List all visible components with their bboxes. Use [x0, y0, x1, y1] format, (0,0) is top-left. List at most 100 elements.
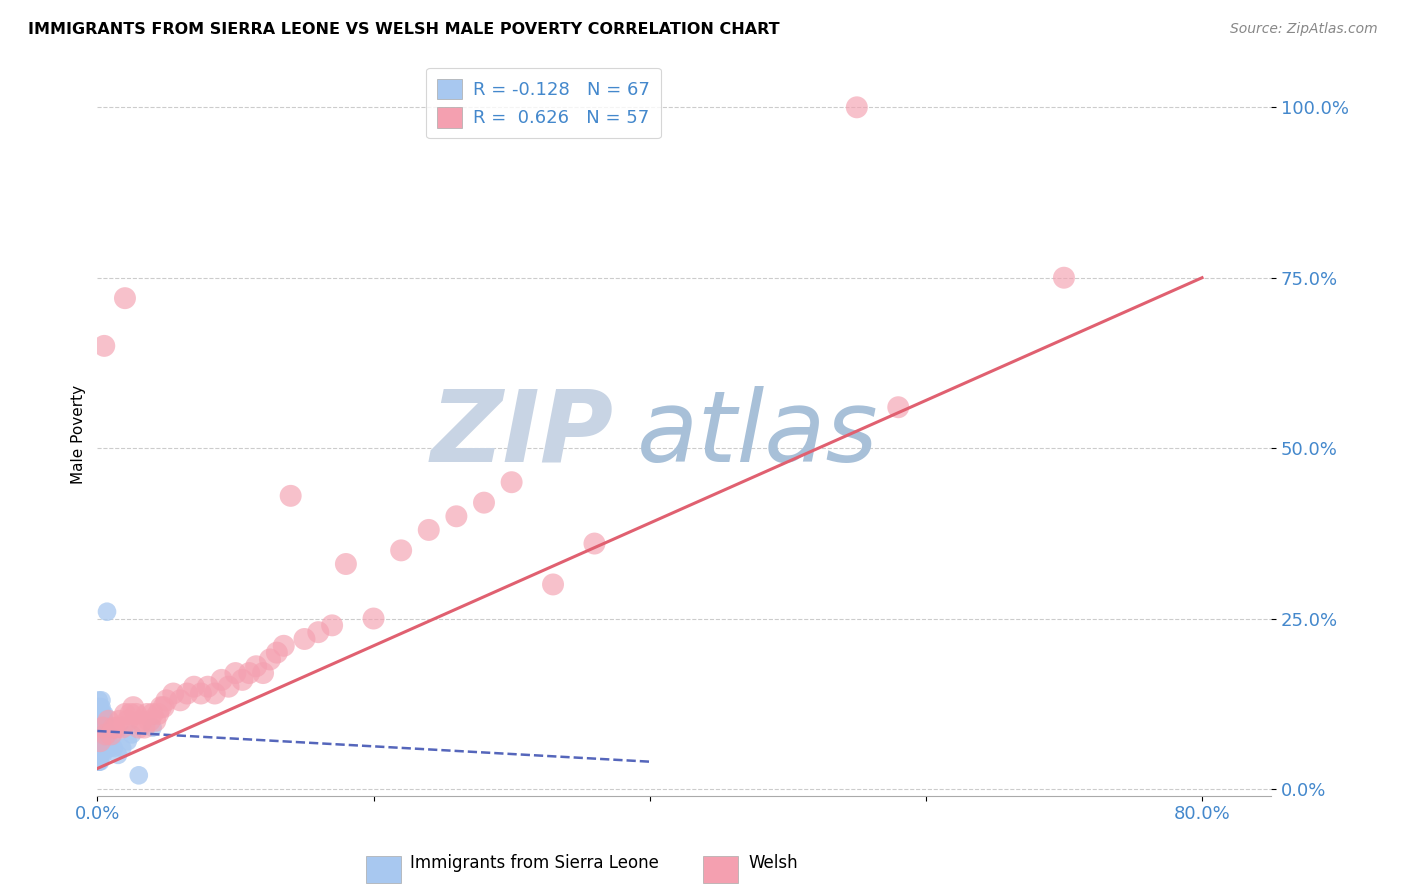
Point [87, 741, 110, 756]
Point [89, 747, 111, 762]
Point [90, 721, 112, 735]
Point [541, 577, 564, 591]
Point [93, 706, 115, 721]
Point [501, 475, 523, 490]
Point [89, 721, 111, 735]
Point [90, 741, 112, 756]
Point [111, 721, 134, 735]
Point [91, 714, 114, 728]
Point [280, 489, 302, 503]
Text: ZIP: ZIP [430, 386, 614, 483]
Legend: R = -0.128   N = 67, R =  0.626   N = 57: R = -0.128 N = 67, R = 0.626 N = 57 [426, 68, 661, 138]
Point [87, 741, 110, 756]
Point [89, 734, 111, 748]
Point [231, 673, 253, 687]
Point [87, 741, 110, 756]
Point [131, 714, 153, 728]
Point [91, 734, 114, 748]
Point [91, 721, 114, 735]
Point [87, 700, 110, 714]
Point [94, 741, 117, 756]
Point [117, 714, 139, 728]
Point [389, 543, 412, 558]
Point [418, 523, 440, 537]
Point [139, 714, 162, 728]
Point [87, 706, 110, 721]
Text: Immigrants from Sierra Leone: Immigrants from Sierra Leone [409, 855, 659, 872]
Point [152, 700, 174, 714]
Point [90, 734, 112, 748]
Point [176, 686, 198, 700]
Point [87, 755, 110, 769]
Point [321, 618, 343, 632]
Point [583, 536, 606, 550]
Point [169, 693, 191, 707]
Point [94, 727, 117, 741]
Point [91, 721, 114, 735]
Point [136, 706, 159, 721]
Point [90, 700, 112, 714]
Point [125, 706, 148, 721]
Point [94, 734, 117, 748]
Point [294, 632, 316, 646]
Point [887, 401, 910, 415]
Point [120, 706, 142, 721]
Text: Welsh: Welsh [748, 855, 799, 872]
Point [197, 680, 219, 694]
Point [142, 706, 165, 721]
Point [107, 747, 129, 762]
Point [87, 714, 110, 728]
Point [142, 721, 165, 735]
Point [87, 727, 110, 741]
Point [90, 747, 112, 762]
Point [89, 700, 111, 714]
Point [111, 741, 134, 756]
Point [845, 100, 868, 114]
Point [238, 666, 260, 681]
Point [87, 706, 110, 721]
Point [90, 714, 112, 728]
Point [472, 496, 495, 510]
Point [89, 706, 111, 721]
Point [146, 706, 169, 721]
Point [149, 700, 172, 714]
Point [100, 734, 122, 748]
Point [93, 727, 115, 741]
Point [91, 734, 114, 748]
Point [98, 741, 121, 756]
Point [103, 741, 125, 756]
Point [363, 611, 385, 625]
Point [307, 625, 329, 640]
Point [97, 727, 120, 741]
Point [335, 557, 357, 571]
Point [87, 700, 110, 714]
Point [87, 755, 110, 769]
Point [1053, 270, 1076, 285]
Point [259, 652, 281, 666]
Point [266, 646, 288, 660]
Point [96, 727, 118, 741]
Point [134, 721, 156, 735]
Text: atlas: atlas [637, 386, 879, 483]
Point [89, 755, 111, 769]
Point [122, 700, 145, 714]
Point [89, 747, 111, 762]
Point [273, 639, 295, 653]
Point [97, 734, 120, 748]
Point [143, 714, 166, 728]
Point [162, 686, 184, 700]
Point [89, 727, 111, 741]
Y-axis label: Male Poverty: Male Poverty [72, 385, 86, 484]
Point [114, 706, 136, 721]
Point [128, 768, 150, 782]
Point [114, 291, 136, 305]
Point [87, 721, 110, 735]
Point [103, 721, 125, 735]
Point [97, 714, 120, 728]
Point [121, 727, 143, 741]
Point [89, 741, 111, 756]
Point [218, 680, 240, 694]
Point [90, 741, 112, 756]
Point [91, 706, 114, 721]
Point [87, 693, 110, 707]
